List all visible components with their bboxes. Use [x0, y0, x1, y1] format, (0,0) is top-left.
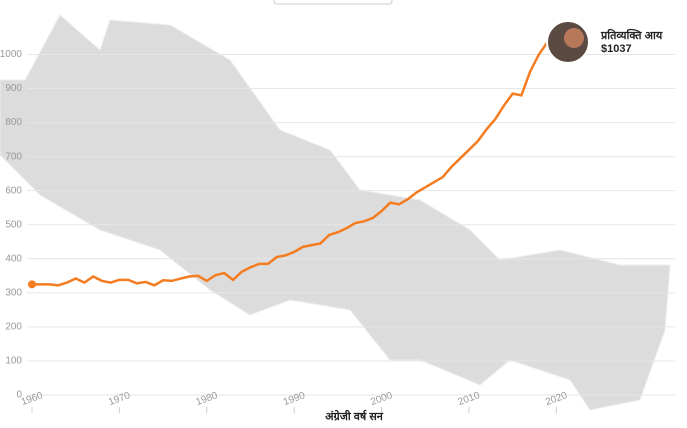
x-tick-label: 2020 — [544, 390, 569, 408]
y-tick-label: 700 — [5, 151, 22, 162]
y-tick-label: 200 — [5, 322, 22, 333]
line — [32, 41, 549, 287]
x-tick-label: 1990 — [282, 390, 307, 408]
y-tick-label: 500 — [5, 219, 22, 230]
y-tick-label: 600 — [5, 185, 22, 196]
y-tick-label: 0 — [16, 390, 22, 401]
annotation: प्रतिव्यक्ति आय — [600, 28, 663, 42]
x-tick-label: 1980 — [195, 390, 220, 408]
start-point — [28, 280, 36, 289]
y-tick-label: 400 — [5, 253, 22, 264]
x-tick-label: 2000 — [369, 390, 394, 408]
value-label: $1037 — [601, 43, 632, 55]
avatar-detail — [564, 28, 584, 48]
y-tick-label: 100 — [5, 356, 22, 367]
y-tick-label: 900 — [5, 83, 22, 94]
x-axis-label: अंग्रेजी वर्ष सन — [325, 409, 384, 423]
x-tick-label: 1970 — [107, 390, 132, 408]
top-control[interactable] — [273, 0, 393, 5]
y-tick-label: 300 — [5, 287, 22, 298]
x-tick-label: 1960 — [20, 390, 45, 408]
y-tick-label: 800 — [5, 117, 22, 128]
map-background — [0, 14, 671, 411]
x-tick-label: 2010 — [457, 390, 482, 408]
y-tick-label: 1000 — [0, 49, 22, 60]
